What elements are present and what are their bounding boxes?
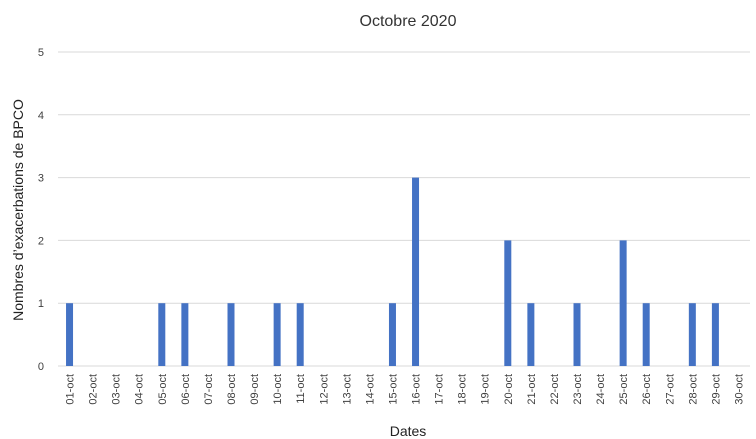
bar — [158, 303, 166, 366]
x-tick-label: 30-oct — [733, 374, 745, 405]
x-tick-label: 19-oct — [480, 374, 492, 405]
y-axis-title: Nombres d’exacerbations de BPCO — [10, 99, 26, 321]
bar — [66, 303, 74, 366]
x-tick-label: 22-oct — [549, 374, 561, 405]
bar — [273, 303, 281, 366]
x-tick-label: 09-oct — [249, 374, 261, 405]
x-tick-label: 17-oct — [434, 374, 446, 405]
x-tick-label: 15-oct — [387, 374, 399, 405]
x-tick-label: 14-oct — [364, 374, 376, 405]
bar — [504, 240, 512, 366]
x-tick-label: 08-oct — [226, 374, 238, 405]
y-tick-label: 2 — [38, 235, 44, 247]
x-tick-label: 04-oct — [134, 374, 146, 405]
bar — [619, 240, 627, 366]
y-tick-label: 4 — [38, 110, 44, 122]
x-tick-label: 20-oct — [503, 374, 515, 405]
y-tick-label: 5 — [38, 47, 44, 59]
x-tick-label: 24-oct — [595, 374, 607, 405]
x-tick-label: 01-oct — [65, 374, 77, 405]
x-tick-label: 13-oct — [341, 374, 353, 405]
chart-title: Octobre 2020 — [360, 13, 457, 30]
x-tick-label: 18-oct — [457, 374, 469, 405]
y-tick-label: 1 — [38, 298, 44, 310]
bar — [412, 177, 420, 366]
x-tick-label: 03-oct — [111, 374, 123, 405]
bar — [688, 303, 696, 366]
x-tick-label: 05-oct — [157, 374, 169, 405]
x-tick-label: 28-oct — [687, 374, 699, 405]
x-tick-label: 10-oct — [272, 374, 284, 405]
y-tick-label: 3 — [38, 173, 44, 185]
bar — [642, 303, 650, 366]
x-tick-label: 06-oct — [180, 374, 192, 405]
bar — [296, 303, 304, 366]
bar — [527, 303, 535, 366]
x-tick-label: 12-oct — [318, 374, 330, 405]
x-tick-label: 02-oct — [88, 374, 100, 405]
x-tick-label: 29-oct — [710, 374, 722, 405]
bar — [711, 303, 719, 366]
bar — [388, 303, 396, 366]
x-tick-label: 21-oct — [526, 374, 538, 405]
bar — [573, 303, 581, 366]
x-tick-label: 26-oct — [641, 374, 653, 405]
x-tick-label: 11-oct — [295, 374, 307, 404]
x-axis-title: Dates — [390, 423, 427, 439]
x-tick-label: 16-oct — [411, 374, 423, 405]
x-tick-label: 23-oct — [572, 374, 584, 405]
y-tick-label: 0 — [38, 361, 44, 373]
x-tick-label: 25-oct — [618, 374, 630, 405]
x-tick-label: 27-oct — [664, 374, 676, 405]
x-tick-label: 07-oct — [203, 374, 215, 405]
bar — [181, 303, 189, 366]
bar — [227, 303, 235, 366]
